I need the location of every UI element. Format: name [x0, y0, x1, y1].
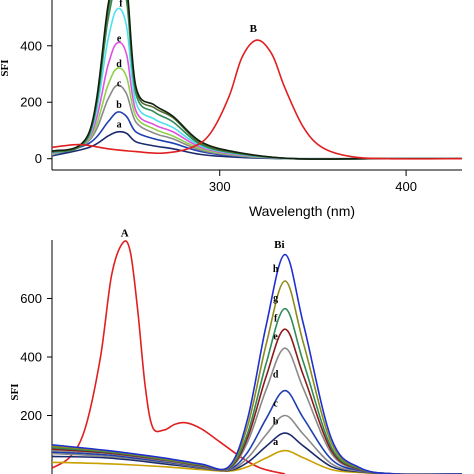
- series-line-unlabeled: [52, 0, 462, 160]
- series-line-g: [52, 307, 462, 474]
- series-line-Bi: [52, 253, 462, 474]
- series-label-b: b: [116, 100, 122, 111]
- top-panel: SFI Wavelength (nm) 0200400600300400abcd…: [0, 0, 462, 219]
- series-label-f: f: [274, 313, 278, 324]
- series-label-Bi: Bi: [274, 239, 284, 251]
- series-line-d: [52, 67, 462, 160]
- series-line-c: [52, 414, 462, 474]
- y-tick-label: 200: [20, 408, 42, 423]
- y-tick-label: 400: [20, 350, 42, 365]
- bottom-y-axis-label: SFI: [9, 383, 21, 400]
- x-tick-label: 300: [209, 179, 231, 194]
- series-label-c: c: [117, 79, 122, 90]
- series-label-d: d: [116, 59, 122, 70]
- series-line-d: [52, 389, 462, 474]
- y-tick-label: 400: [20, 38, 42, 53]
- series-line-c: [52, 84, 462, 160]
- series-label-c: c: [273, 399, 278, 410]
- y-tick-label: 600: [20, 291, 42, 306]
- series-label-B: B: [250, 23, 258, 35]
- series-label-e: e: [273, 331, 278, 342]
- top-y-axis-label: SFI: [0, 59, 11, 76]
- series-line-unlabeled: [52, 0, 462, 160]
- top-x-axis-label: Wavelength (nm): [249, 203, 355, 219]
- series-line-A: [52, 240, 286, 474]
- series-label-A: A: [121, 227, 129, 239]
- series-line-unlabeled: [52, 0, 462, 160]
- series-line-e: [52, 41, 462, 160]
- x-tick-label: 400: [395, 179, 417, 194]
- series-label-e: e: [117, 34, 122, 45]
- series-line-B: [52, 39, 462, 160]
- y-tick-label: 200: [20, 95, 42, 110]
- series-label-a: a: [273, 437, 278, 448]
- series-label-g: g: [273, 293, 278, 304]
- series-line-b: [52, 111, 462, 160]
- series-line-f: [52, 7, 462, 160]
- series-label-f: f: [119, 0, 123, 9]
- series-label-a: a: [117, 120, 122, 131]
- series-label-h: h: [273, 264, 279, 275]
- series-label-b: b: [273, 416, 279, 427]
- series-label-d: d: [273, 369, 279, 380]
- y-tick-label: 0: [35, 151, 42, 166]
- series-line-h: [52, 280, 462, 474]
